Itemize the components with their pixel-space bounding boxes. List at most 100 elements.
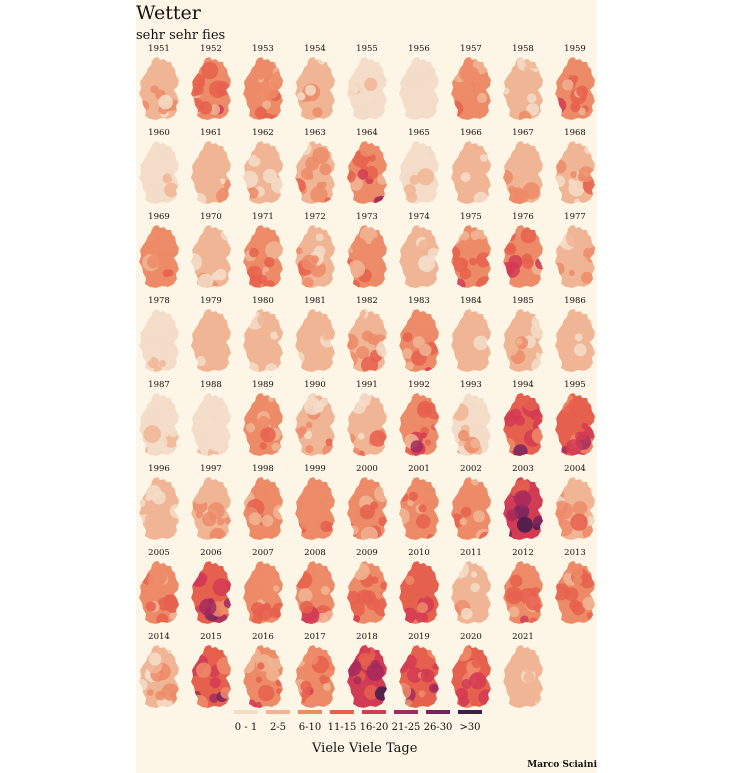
map-1964: 1964 [344,128,396,212]
map-1984: 1984 [448,296,500,380]
germany-map [399,225,439,288]
map-1970: 1970 [188,212,240,296]
year-label: 1988 [200,380,222,390]
legend-label: 16-20 [359,722,389,733]
year-label: 2012 [512,548,534,558]
year-label: 1967 [512,128,534,138]
map-1954: 1954 [292,44,344,128]
chart-panel: Wetter sehr sehr fies 1951 1952 1953 1954 19… [136,0,597,773]
legend-label: 11-15 [327,722,357,733]
germany-map [451,309,491,372]
map-1992: 1992 [396,380,448,464]
germany-map [243,477,283,540]
year-label: 2004 [564,464,586,474]
germany-map [191,309,231,372]
chart-subtitle: sehr sehr fies [136,28,226,43]
legend-label: 2-5 [269,722,287,733]
germany-map [295,225,335,288]
map-1971: 1971 [240,212,292,296]
germany-map [451,225,491,288]
year-label: 2005 [148,548,170,558]
map-1991: 1991 [344,380,396,464]
germany-map [451,57,491,120]
year-label: 1966 [460,128,482,138]
year-label: 1968 [564,128,586,138]
map-1956: 1956 [396,44,448,128]
map-2001: 2001 [396,464,448,548]
germany-map [243,57,283,120]
year-label: 1952 [200,44,222,54]
germany-map [503,393,543,456]
map-2005: 2005 [136,548,188,632]
germany-map [295,477,335,540]
germany-map [139,57,179,120]
year-label: 2017 [304,632,326,642]
map-1962: 1962 [240,128,292,212]
year-label: 1998 [252,464,274,474]
year-label: 1961 [200,128,222,138]
map-1968: 1968 [552,128,604,212]
germany-map [295,561,335,624]
map-2002: 2002 [448,464,500,548]
germany-map [139,141,179,204]
year-label: 1965 [408,128,430,138]
year-label: 1979 [200,296,222,306]
year-label: 2010 [408,548,430,558]
germany-map [555,309,595,372]
germany-map [503,561,543,624]
year-label: 1972 [304,212,326,222]
germany-map [503,645,543,708]
year-label: 1992 [408,380,430,390]
germany-map [451,141,491,204]
map-1966: 1966 [448,128,500,212]
germany-map [243,393,283,456]
legend-swatch [330,710,354,714]
year-label: 2000 [356,464,378,474]
germany-map [451,561,491,624]
germany-map [347,141,387,204]
germany-map [555,57,595,120]
map-2020: 2020 [448,632,500,716]
map-1973: 1973 [344,212,396,296]
map-1985: 1985 [500,296,552,380]
map-1987: 1987 [136,380,188,464]
map-1980: 1980 [240,296,292,380]
legend-label: 6-10 [298,722,322,733]
map-1983: 1983 [396,296,448,380]
year-label: 2019 [408,632,430,642]
map-2011: 2011 [448,548,500,632]
year-label: 2014 [148,632,170,642]
year-label: 1987 [148,380,170,390]
year-label: 1971 [252,212,274,222]
year-label: 1964 [356,128,378,138]
map-2015: 2015 [188,632,240,716]
year-label: 1997 [200,464,222,474]
legend-label: 0 - 1 [234,722,258,733]
germany-map [191,57,231,120]
map-1957: 1957 [448,44,500,128]
map-1959: 1959 [552,44,604,128]
legend-swatch [298,710,322,714]
germany-map [503,225,543,288]
year-label: 1991 [356,380,378,390]
germany-map [243,309,283,372]
year-label: 1989 [252,380,274,390]
germany-map [139,645,179,708]
map-1978: 1978 [136,296,188,380]
year-label: 1999 [304,464,326,474]
germany-map [243,561,283,624]
map-2012: 2012 [500,548,552,632]
map-1955: 1955 [344,44,396,128]
germany-map [399,561,439,624]
map-1982: 1982 [344,296,396,380]
year-label: 1995 [564,380,586,390]
germany-map [347,393,387,456]
map-2017: 2017 [292,632,344,716]
year-label: 1958 [512,44,534,54]
year-label: 1984 [460,296,482,306]
germany-map [503,141,543,204]
year-label: 1977 [564,212,586,222]
germany-map [347,225,387,288]
year-label: 1962 [252,128,274,138]
map-2006: 2006 [188,548,240,632]
